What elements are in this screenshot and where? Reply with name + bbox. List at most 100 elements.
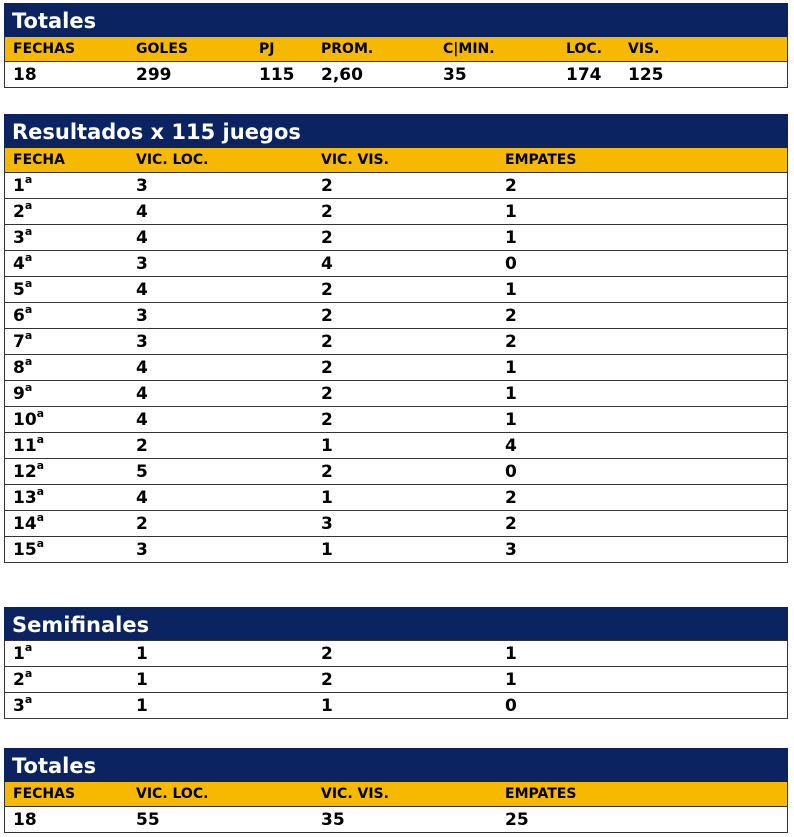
fecha-ordinal: a <box>36 407 45 421</box>
table-row: 15a 3 1 3 <box>4 537 788 563</box>
value-vis: 125 <box>628 65 664 85</box>
vic-vis-cell: 2 <box>321 384 333 404</box>
empates-cell: 1 <box>505 280 517 300</box>
value-pj: 115 <box>259 65 295 85</box>
vic-loc-cell: 3 <box>136 254 148 274</box>
header-pj: PJ <box>259 41 275 57</box>
fecha-cell: 10a <box>13 407 44 433</box>
vic-loc-cell: 4 <box>136 488 148 508</box>
fecha-ordinal: a <box>24 225 33 239</box>
resultados-table: Resultados x 115 juegos FECHA VIC. LOC. … <box>4 114 788 563</box>
table-row: 3a 1 1 0 <box>4 693 788 719</box>
table-row: 2a 4 2 1 <box>4 199 788 225</box>
vic-vis-cell: 3 <box>321 514 333 534</box>
fecha-ordinal: a <box>24 251 33 265</box>
fecha-ordinal: a <box>36 511 45 525</box>
fecha-number: 4 <box>13 254 25 274</box>
vic-vis-cell: 2 <box>321 410 333 430</box>
fecha-ordinal: a <box>36 485 45 499</box>
fecha-ordinal: a <box>36 537 45 551</box>
vic-vis-cell: 2 <box>321 332 333 352</box>
value-loc: 174 <box>566 65 602 85</box>
header-vic-vis: VIC. VIS. <box>321 786 389 802</box>
empates-cell: 1 <box>505 202 517 222</box>
vic-vis-cell: 2 <box>321 228 333 248</box>
vic-vis-cell: 2 <box>321 358 333 378</box>
header-loc: LOC. <box>566 41 602 57</box>
value-cmin: 35 <box>443 65 467 85</box>
empates-cell: 1 <box>505 384 517 404</box>
fecha-cell: 1a <box>13 173 32 199</box>
vic-loc-cell: 4 <box>136 202 148 222</box>
empates-cell: 1 <box>505 410 517 430</box>
fecha-ordinal: a <box>24 641 33 655</box>
value-vic-vis: 35 <box>321 810 345 830</box>
header-vic-loc: VIC. LOC. <box>136 152 209 168</box>
vic-loc-cell: 3 <box>136 176 148 196</box>
table-row: 6a 3 2 2 <box>4 303 788 329</box>
header-fecha: FECHA <box>13 152 65 168</box>
fecha-number: 6 <box>13 306 25 326</box>
fecha-ordinal: a <box>24 693 33 707</box>
fecha-cell: 3a <box>13 225 32 251</box>
fecha-number: 7 <box>13 332 25 352</box>
fecha-ordinal: a <box>24 329 33 343</box>
fecha-ordinal: a <box>36 433 45 447</box>
table-row: 14a 2 3 2 <box>4 511 788 537</box>
totales-top-table: Totales FECHAS GOLES PJ PROM. C|MIN. LOC… <box>4 3 788 88</box>
table-row: 7a 3 2 2 <box>4 329 788 355</box>
vic-loc-cell: 1 <box>136 696 148 716</box>
fecha-number: 1 <box>13 176 25 196</box>
vic-vis-cell: 1 <box>321 488 333 508</box>
fecha-ordinal: a <box>24 303 33 317</box>
value-fechas: 18 <box>13 810 37 830</box>
vic-vis-cell: 2 <box>321 644 333 664</box>
value-vic-loc: 55 <box>136 810 160 830</box>
empates-cell: 2 <box>505 176 517 196</box>
fecha-cell: 6a <box>13 303 32 329</box>
header-vic-loc: VIC. LOC. <box>136 786 209 802</box>
value-goles: 299 <box>136 65 172 85</box>
fecha-number: 13 <box>13 488 37 508</box>
semifinales-rows: 1a 1 2 1 2a 1 2 1 3a 1 1 0 <box>4 641 788 719</box>
fecha-cell: 14a <box>13 511 44 537</box>
fecha-number: 9 <box>13 384 25 404</box>
table-row: 11a 2 1 4 <box>4 433 788 459</box>
empates-cell: 4 <box>505 436 517 456</box>
fecha-cell: 7a <box>13 329 32 355</box>
empates-cell: 1 <box>505 358 517 378</box>
fecha-number: 2 <box>13 670 25 690</box>
table-row: 8a 4 2 1 <box>4 355 788 381</box>
value-prom: 2,60 <box>321 65 363 85</box>
vic-loc-cell: 1 <box>136 644 148 664</box>
semifinales-title: Semifinales <box>4 607 788 641</box>
empates-cell: 1 <box>505 670 517 690</box>
vic-vis-cell: 2 <box>321 202 333 222</box>
vic-vis-cell: 2 <box>321 306 333 326</box>
fecha-cell: 11a <box>13 433 44 459</box>
fecha-cell: 3a <box>13 693 32 719</box>
value-empates: 25 <box>505 810 529 830</box>
fecha-ordinal: a <box>24 199 33 213</box>
vic-vis-cell: 1 <box>321 696 333 716</box>
header-fechas: FECHAS <box>13 786 76 802</box>
fecha-number: 1 <box>13 644 25 664</box>
fecha-number: 11 <box>13 436 37 456</box>
vic-loc-cell: 2 <box>136 514 148 534</box>
fecha-number: 3 <box>13 228 25 248</box>
fecha-ordinal: a <box>24 277 33 291</box>
table-row: 3a 4 2 1 <box>4 225 788 251</box>
totales-bottom-title: Totales <box>4 748 788 782</box>
fecha-ordinal: a <box>24 355 33 369</box>
totales-top-title: Totales <box>4 3 788 37</box>
fecha-cell: 2a <box>13 667 32 693</box>
fecha-cell: 8a <box>13 355 32 381</box>
fecha-number: 12 <box>13 462 37 482</box>
fecha-ordinal: a <box>24 381 33 395</box>
header-vic-vis: VIC. VIS. <box>321 152 389 168</box>
vic-vis-cell: 2 <box>321 280 333 300</box>
fecha-number: 15 <box>13 540 37 560</box>
empates-cell: 0 <box>505 254 517 274</box>
header-empates: EMPATES <box>505 786 577 802</box>
header-goles: GOLES <box>136 41 188 57</box>
